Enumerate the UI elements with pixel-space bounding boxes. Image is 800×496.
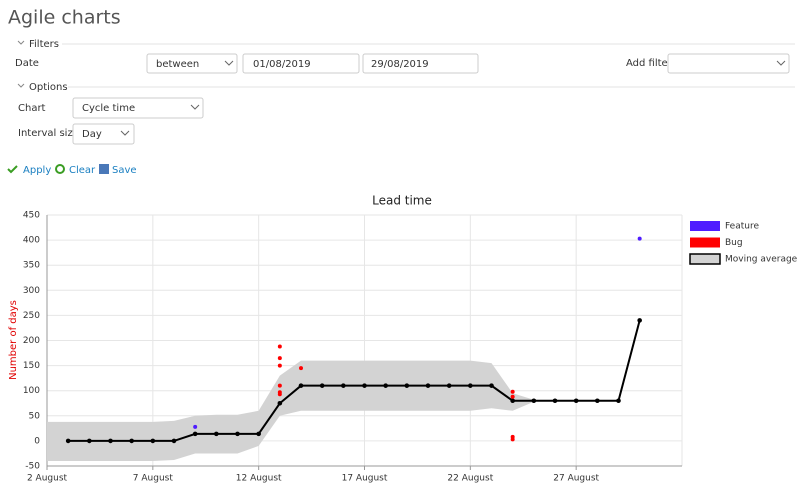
line-point (404, 383, 410, 388)
fieldset-legend[interactable]: Options (29, 82, 68, 93)
y-tick-label: 150 (23, 361, 40, 371)
line-point (531, 398, 537, 404)
select-value[interactable]: between (156, 59, 199, 70)
select[interactable] (72, 97, 204, 119)
line-point (383, 383, 388, 388)
scatter-point (277, 363, 282, 368)
field-label: Chart (18, 103, 46, 114)
y-tick-label: 250 (23, 311, 40, 321)
line-point (298, 383, 304, 388)
legend-label: Feature (725, 222, 759, 232)
apply-icon[interactable] (7, 165, 18, 174)
select[interactable] (667, 53, 790, 74)
line-point (510, 398, 515, 404)
fieldset-legend[interactable]: Filters (29, 39, 59, 50)
dropdown-arrow (776, 60, 786, 66)
scatter-point (637, 236, 642, 241)
line-point (87, 438, 92, 444)
scatter-point (277, 383, 282, 388)
line-point (319, 383, 325, 388)
moving-average-line (68, 320, 641, 442)
date-input[interactable] (362, 53, 479, 74)
y-tick-label: 100 (23, 386, 40, 396)
legend-swatch (689, 253, 721, 265)
scatter-point (193, 424, 198, 429)
y-tick-label: 450 (23, 211, 40, 221)
legend-label: Bug (725, 238, 743, 248)
line-point (171, 438, 177, 444)
save-link[interactable]: Save (112, 165, 137, 176)
scatter-point (510, 394, 515, 399)
legend-label: Moving average (725, 255, 798, 265)
input-value[interactable]: 29/08/2019 (371, 59, 429, 70)
y-tick-label: -50 (25, 462, 40, 472)
select-value[interactable]: Day (82, 129, 102, 140)
line-point (573, 398, 579, 404)
scatter-point (510, 437, 515, 442)
x-tick-label: 12 August (236, 474, 282, 484)
dropdown-arrow (120, 130, 130, 136)
chart-title: Lead time (372, 194, 432, 208)
y-tick-label: 50 (29, 411, 41, 421)
line-point (552, 398, 558, 404)
line-point (214, 431, 219, 437)
x-tick-label: 17 August (342, 474, 388, 484)
scatter-point (277, 392, 282, 397)
line-point (446, 383, 452, 388)
legend-swatch (690, 237, 720, 248)
y-tick-label: 350 (23, 261, 40, 271)
line-point (108, 438, 113, 444)
y-axis-title: Number of days (8, 300, 19, 380)
y-tick-label: 0 (34, 436, 40, 446)
y-tick-label: 200 (23, 336, 40, 346)
dropdown-arrow (224, 60, 234, 66)
line-point (277, 400, 283, 406)
line-point (616, 398, 621, 404)
line-point (637, 318, 642, 323)
select[interactable] (146, 53, 238, 74)
x-tick-label: 27 August (553, 474, 599, 484)
confidence-band (47, 360, 534, 461)
line-point (425, 383, 431, 388)
apply-link[interactable]: Apply (23, 165, 51, 176)
x-tick-label: 7 August (133, 474, 174, 484)
line-point (489, 383, 494, 388)
line-point (362, 383, 367, 388)
y-tick-label: 400 (23, 236, 40, 246)
x-tick-label: 2 August (27, 474, 68, 484)
field-label: Date (15, 58, 39, 69)
collapse-icon[interactable] (17, 40, 25, 45)
legend-swatch (690, 221, 720, 231)
input-value[interactable]: 01/08/2019 (253, 59, 311, 70)
line-point (341, 383, 346, 388)
dropdown-arrow (190, 104, 200, 110)
select[interactable] (72, 123, 135, 145)
scatter-point (277, 344, 282, 349)
scatter-point (510, 389, 515, 394)
line-point (129, 438, 134, 444)
line-point (256, 431, 261, 437)
clear-icon[interactable] (55, 164, 65, 174)
page-title: Agile charts (8, 7, 121, 29)
line-point (235, 431, 240, 437)
select-value[interactable]: Cycle time (82, 103, 135, 114)
date-input[interactable] (242, 53, 360, 74)
clear-link[interactable]: Clear (69, 165, 96, 176)
line-point (595, 398, 600, 404)
scatter-point (277, 356, 282, 361)
x-tick-label: 22 August (447, 474, 493, 484)
collapse-icon[interactable] (17, 83, 25, 88)
save-icon[interactable] (99, 164, 109, 174)
y-tick-label: 300 (23, 286, 40, 296)
line-point (65, 438, 71, 444)
scatter-point (299, 366, 303, 371)
line-point (468, 383, 473, 388)
field-label: Add filter (626, 58, 673, 69)
field-label: Interval size (18, 128, 79, 139)
line-point (150, 438, 156, 444)
line-point (192, 431, 198, 437)
